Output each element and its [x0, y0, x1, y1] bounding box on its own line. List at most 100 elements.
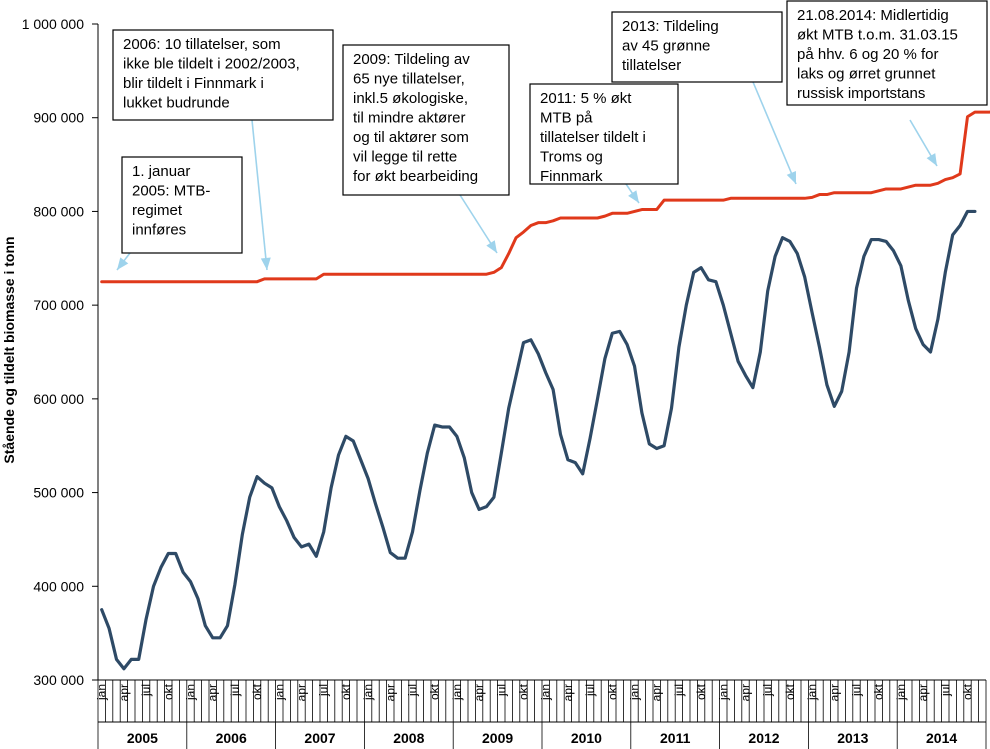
y-tick-label: 400 000 — [33, 578, 84, 594]
x-month-label: jul — [583, 684, 597, 697]
data-point — [693, 271, 695, 273]
data-point — [559, 217, 562, 219]
annotation-text-line: laks og ørret grunnet — [797, 66, 936, 83]
data-point — [530, 224, 532, 227]
data-point — [286, 278, 288, 280]
annotation-box: 21.08.2014: Midlertidig økt MTB t.o.m. 31… — [786, 0, 988, 106]
data-point — [744, 197, 747, 199]
x-month-label: apr — [383, 684, 397, 701]
annotation-arrow — [251, 119, 271, 271]
annotation-frame — [342, 44, 510, 196]
data-point — [160, 281, 162, 283]
data-point — [360, 273, 362, 275]
data-point — [730, 197, 732, 199]
data-point — [167, 552, 169, 555]
x-month-label: apr — [827, 684, 841, 701]
data-point — [604, 215, 606, 217]
data-point — [582, 217, 584, 219]
x-month-label: apr — [206, 684, 220, 701]
annotation-arrow — [459, 194, 498, 254]
data-point — [759, 351, 761, 353]
data-point — [892, 188, 895, 190]
data-point — [515, 237, 517, 239]
data-point — [182, 281, 184, 283]
data-point — [352, 273, 354, 275]
data-point — [685, 304, 687, 306]
data-point — [619, 330, 621, 332]
x-year-label: 2014 — [926, 730, 957, 746]
data-point — [271, 278, 273, 280]
data-point — [848, 192, 850, 194]
x-month-label: jul — [317, 684, 331, 697]
data-point — [545, 372, 547, 374]
annotation-text-line: for økt bearbeiding — [353, 168, 478, 185]
data-point — [101, 609, 103, 611]
data-point — [367, 477, 369, 480]
data-point — [226, 281, 229, 283]
data-point — [567, 459, 569, 461]
annotation-text-line: økt MTB t.o.m. 31.03.15 — [797, 27, 958, 44]
data-point — [611, 332, 613, 334]
data-point — [878, 238, 880, 241]
data-point — [670, 199, 673, 201]
data-point — [589, 437, 591, 439]
data-point — [944, 271, 946, 273]
data-point — [308, 543, 310, 545]
data-point — [663, 199, 665, 201]
annotations-layer: 1. januar 2005: MTB-regimet innføres 2006: … — [112, 0, 988, 254]
data-point — [833, 192, 835, 194]
x-month-label: jan — [95, 684, 109, 701]
data-point — [345, 435, 347, 437]
x-month-label: apr — [472, 684, 486, 701]
data-point — [567, 217, 569, 219]
data-point — [485, 506, 488, 508]
x-month-label: okt — [694, 683, 708, 700]
annotation-text-line: russisk importstans — [797, 85, 925, 102]
x-year-label: 2005 — [127, 730, 158, 746]
data-point — [781, 237, 784, 239]
data-point — [123, 281, 125, 283]
data-point — [471, 273, 473, 275]
data-point — [123, 668, 125, 670]
data-point — [559, 433, 562, 436]
data-point — [633, 365, 636, 367]
data-point — [707, 199, 710, 201]
arrow-head — [486, 240, 497, 253]
data-point — [382, 273, 384, 275]
x-month-label: apr — [739, 684, 753, 701]
annotation-text-line: tillatelser — [622, 57, 681, 74]
x-month-label: jan — [361, 684, 375, 701]
data-point — [767, 197, 769, 199]
data-point — [323, 273, 325, 275]
annotation-text-line: regimet — [132, 202, 183, 219]
data-point — [271, 487, 273, 489]
data-point — [818, 346, 821, 348]
data-point — [700, 267, 702, 269]
x-month-label: jul — [672, 684, 686, 697]
data-point — [841, 390, 843, 392]
y-tick-label: 600 000 — [33, 391, 84, 407]
x-month-label: apr — [650, 684, 664, 701]
data-point — [337, 454, 340, 456]
annotation-text-line: 65 nye tillatelser, — [353, 71, 465, 88]
data-point — [522, 231, 525, 233]
data-point — [152, 281, 155, 283]
data-point — [885, 188, 887, 190]
data-point — [892, 250, 895, 252]
data-point — [722, 304, 724, 306]
data-point — [448, 426, 451, 428]
x-month-label: jan — [716, 684, 730, 701]
annotation-text-line: ikke ble tildelt i 2002/2003, — [123, 56, 300, 73]
x-month-label: jan — [450, 684, 464, 701]
data-point — [811, 196, 813, 198]
data-point — [315, 278, 317, 280]
data-point — [952, 177, 954, 179]
data-point — [241, 281, 243, 283]
data-point — [101, 281, 103, 283]
data-point — [641, 412, 643, 414]
data-point — [678, 199, 680, 201]
data-point — [182, 571, 184, 573]
data-point — [448, 273, 451, 275]
data-point — [530, 339, 532, 341]
